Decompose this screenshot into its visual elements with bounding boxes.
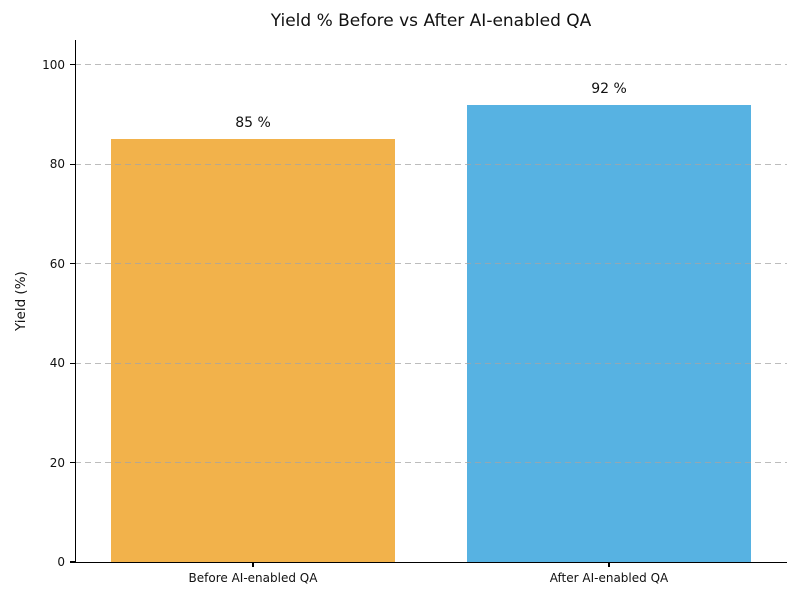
gridline	[75, 362, 787, 364]
y-tick-label: 100	[42, 57, 65, 72]
y-tick-mark	[70, 362, 75, 364]
y-tick-label: 40	[49, 356, 65, 371]
y-axis-spine	[75, 40, 77, 563]
x-tick-label: After AI-enabled QA	[549, 571, 669, 585]
gridline	[75, 263, 787, 265]
bar-value-label: 85 %	[235, 115, 271, 132]
gridline	[75, 462, 787, 464]
y-tick-label: 20	[49, 455, 65, 470]
bar	[110, 139, 396, 562]
gridline	[75, 163, 787, 165]
y-axis-label: Yield (%)	[13, 271, 29, 331]
x-axis-spine	[75, 561, 787, 563]
y-tick-mark	[70, 263, 75, 265]
y-tick-label: 0	[57, 555, 65, 569]
y-tick-mark	[70, 561, 75, 563]
y-tick-mark	[70, 163, 75, 165]
gridline	[75, 64, 787, 66]
y-tick-label: 60	[49, 256, 65, 271]
x-tick-label: Before AI-enabled QA	[188, 571, 318, 585]
chart-title: Yield % Before vs After AI-enabled QA	[270, 11, 592, 31]
y-tick-mark	[70, 64, 75, 66]
y-tick-mark	[70, 461, 75, 464]
x-tick-mark	[252, 562, 254, 567]
y-tick-label: 80	[49, 157, 65, 172]
x-tick-mark	[608, 562, 610, 567]
bar	[466, 104, 752, 562]
bar-value-label: 92 %	[591, 80, 627, 97]
